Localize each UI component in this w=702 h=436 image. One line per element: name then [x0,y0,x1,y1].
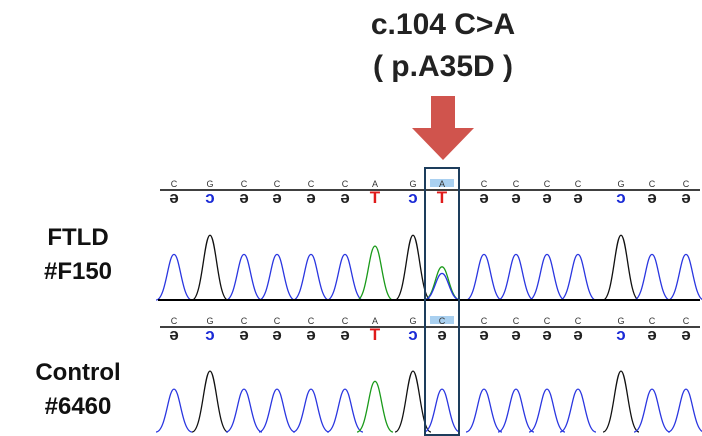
trace-peak [327,254,363,300]
mutation-box [425,168,459,435]
trace-peak [529,389,565,432]
trace-peak [466,254,502,300]
base-call: ə [647,325,656,344]
base-call: ə [169,325,178,344]
sample-label: #6460 [45,393,112,420]
base-call: ə [479,188,488,207]
base-call: ə [647,188,656,207]
base-call: ə [573,325,582,344]
base-call: ə [306,325,315,344]
trace-peak [634,389,670,432]
trace-peak [424,267,460,300]
trace-peak [668,389,702,432]
trace-peak [293,254,329,300]
trace-peak [498,389,534,432]
trace-peak [560,254,596,300]
trace-peak [192,371,228,432]
base-call: ə [479,325,488,344]
base-call: ɔ [205,325,214,344]
base-call: ɔ [408,325,417,344]
trace-peak [226,254,262,300]
arrow [412,96,474,160]
base-call: ɔ [408,188,417,207]
title: c.104 C>A [371,8,515,41]
trace-peak [327,389,363,432]
base-call: ə [272,325,281,344]
trace-peak [498,254,534,300]
trace-peak [293,389,329,432]
base-call: ə [542,325,551,344]
base-call: ə [239,188,248,207]
base-call: ə [542,188,551,207]
subtitle: ( p.A35D ) [373,50,513,83]
trace-peak [192,235,228,300]
figure: c.104 C>A ( p.A35D ) FTLD#F150CəGɔCəCəCə… [0,0,702,436]
trace-peak [357,246,393,300]
base-call: ɔ [616,325,625,344]
base-call: ə [681,188,690,207]
base-call: T [370,325,381,344]
base-call: ə [340,325,349,344]
trace-peak [156,389,192,432]
trace-peak [529,254,565,300]
base-call: ə [239,325,248,344]
trace-peak [226,389,262,432]
trace-peak [259,389,295,432]
trace-peak [424,389,460,432]
trace-peak [603,371,639,432]
base-call: ə [573,188,582,207]
trace-peak [259,254,295,300]
base-call: ə [511,188,520,207]
trace-peak [156,254,192,300]
sample-label: FTLD [47,224,108,251]
base-call: ɔ [205,188,214,207]
base-call: ə [306,188,315,207]
base-call: ɔ [616,188,625,207]
trace-peak [466,389,502,432]
trace-peak [603,235,639,300]
trace-peak [357,381,393,432]
trace-peak [424,273,460,300]
base-call: T [370,188,381,207]
base-call: ə [437,325,446,344]
base-call: ə [511,325,520,344]
trace-peak [668,254,702,300]
sample-label: #F150 [44,258,112,285]
base-call: ə [681,325,690,344]
base-call: ə [340,188,349,207]
base-call: ə [272,188,281,207]
sample-label: Control [35,359,120,386]
base-call: ə [169,188,178,207]
trace-peak [560,389,596,432]
base-call: T [437,188,448,207]
trace-peak [634,254,670,300]
